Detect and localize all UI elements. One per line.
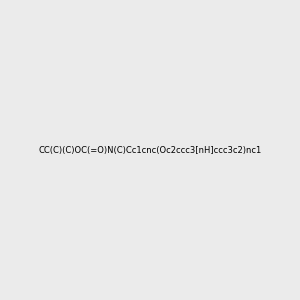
Text: CC(C)(C)OC(=O)N(C)Cc1cnc(Oc2ccc3[nH]ccc3c2)nc1: CC(C)(C)OC(=O)N(C)Cc1cnc(Oc2ccc3[nH]ccc3…: [38, 146, 262, 154]
